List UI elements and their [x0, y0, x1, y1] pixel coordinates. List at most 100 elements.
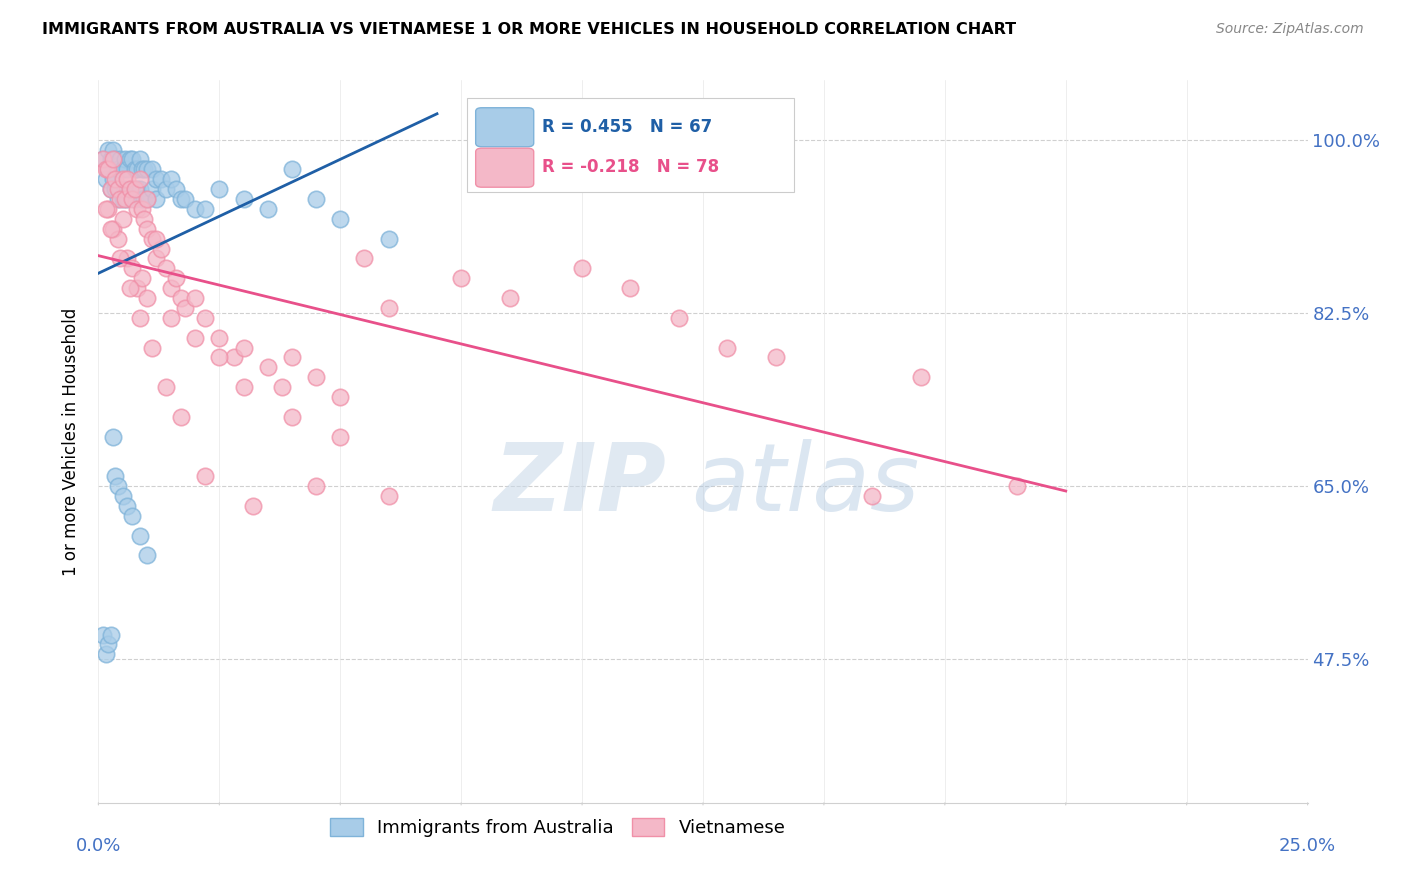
Point [111, 211, 134, 226]
Point [174, 301, 197, 315]
Point [160, 310, 183, 325]
Point [135, 291, 157, 305]
Point [111, 192, 134, 206]
Point [104, 469, 127, 483]
Point [281, 409, 304, 424]
Point [184, 330, 207, 344]
Point [141, 341, 163, 355]
Point [108, 192, 131, 206]
Point [910, 370, 932, 384]
Point [100, 182, 122, 196]
Point [281, 162, 304, 177]
Point [128, 310, 150, 325]
Point [716, 341, 738, 355]
Point [117, 252, 139, 266]
Point [194, 310, 217, 325]
Text: R = -0.218   N = 78: R = -0.218 N = 78 [543, 158, 720, 176]
Point [135, 192, 157, 206]
Point [128, 153, 150, 167]
Point [305, 479, 328, 493]
Point [377, 489, 399, 503]
Point [232, 192, 254, 206]
Point [97, 637, 120, 651]
Point [124, 182, 146, 196]
Point [353, 252, 375, 266]
Point [97, 202, 120, 216]
Point [571, 261, 593, 276]
Text: 25.0%: 25.0% [1279, 838, 1336, 855]
Point [134, 162, 156, 177]
Point [104, 182, 127, 196]
Point [91, 153, 114, 167]
Point [232, 380, 254, 394]
Point [377, 232, 399, 246]
Point [860, 489, 883, 503]
Point [169, 409, 191, 424]
Point [118, 182, 141, 196]
Point [114, 153, 136, 167]
Point [135, 162, 157, 177]
Point [141, 162, 163, 177]
Point [131, 192, 153, 206]
Point [91, 627, 114, 641]
Point [94, 172, 117, 186]
Point [94, 162, 117, 177]
Point [101, 172, 124, 186]
Point [194, 469, 217, 483]
Point [145, 192, 167, 206]
Point [134, 192, 156, 206]
Point [127, 281, 149, 295]
Point [155, 261, 177, 276]
Point [184, 202, 207, 216]
Point [208, 330, 231, 344]
Point [232, 341, 254, 355]
Point [101, 429, 124, 443]
Point [498, 291, 520, 305]
Point [450, 271, 472, 285]
FancyBboxPatch shape [475, 148, 534, 187]
Text: 0.0%: 0.0% [76, 838, 121, 855]
Text: atlas: atlas [690, 440, 920, 531]
Point [329, 429, 352, 443]
Point [117, 172, 139, 186]
Point [100, 153, 122, 167]
Point [222, 351, 245, 365]
Point [121, 192, 143, 206]
Point [619, 281, 641, 295]
Point [127, 162, 149, 177]
Point [101, 153, 124, 167]
Point [141, 182, 163, 196]
Point [256, 360, 278, 375]
Legend: Immigrants from Australia, Vietnamese: Immigrants from Australia, Vietnamese [323, 811, 793, 845]
Point [150, 172, 173, 186]
Point [118, 182, 141, 196]
Point [108, 252, 131, 266]
Point [208, 351, 231, 365]
Point [101, 143, 124, 157]
Point [117, 499, 139, 513]
Point [184, 291, 207, 305]
Point [160, 172, 183, 186]
Point [668, 310, 690, 325]
Point [169, 291, 191, 305]
Point [242, 499, 264, 513]
Point [117, 192, 139, 206]
Point [145, 232, 167, 246]
Point [94, 202, 117, 216]
Point [141, 232, 163, 246]
Point [165, 182, 187, 196]
Text: R = 0.455   N = 67: R = 0.455 N = 67 [543, 118, 713, 136]
Point [124, 162, 146, 177]
Text: IMMIGRANTS FROM AUSTRALIA VS VIETNAMESE 1 OR MORE VEHICLES IN HOUSEHOLD CORRELAT: IMMIGRANTS FROM AUSTRALIA VS VIETNAMESE … [42, 22, 1017, 37]
Point [1007, 479, 1029, 493]
Point [108, 153, 131, 167]
Point [128, 528, 150, 542]
Point [108, 182, 131, 196]
Point [134, 211, 156, 226]
Point [305, 370, 328, 384]
Point [94, 648, 117, 662]
Point [329, 390, 352, 404]
Point [165, 271, 187, 285]
Point [101, 221, 124, 235]
Point [135, 192, 157, 206]
